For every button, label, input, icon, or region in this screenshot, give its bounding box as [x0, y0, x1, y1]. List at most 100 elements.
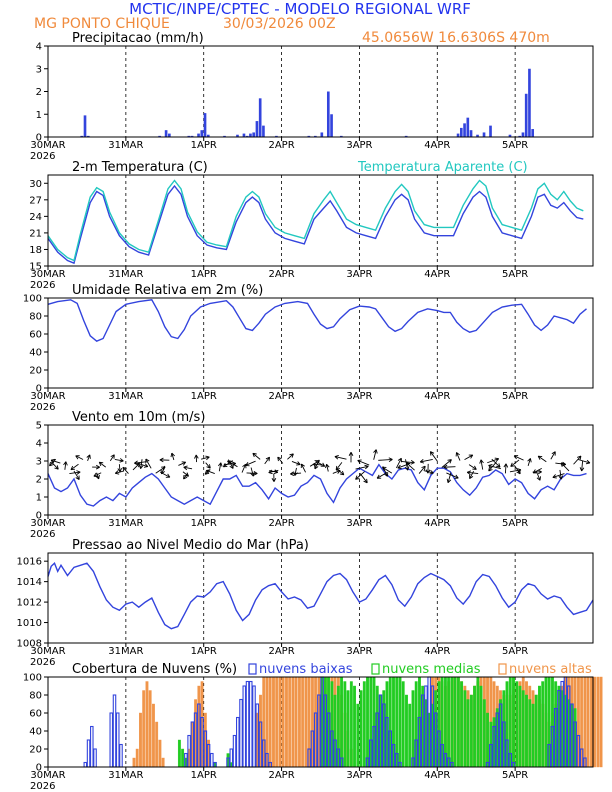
pressure-ytick-label: 1014 [17, 577, 42, 588]
wind-arrow [456, 452, 461, 461]
cloud-bar-nuvens-altas [278, 676, 282, 768]
wind-arrow [420, 458, 433, 463]
wind-arrow [161, 465, 166, 475]
wind-arrow-head [75, 455, 80, 460]
wind-arrow-head [93, 472, 98, 477]
wind-arrow [573, 455, 582, 465]
rh-ytick-label: 80 [29, 312, 42, 323]
wind-arrow [118, 464, 121, 472]
wind-arrow-head [421, 465, 426, 471]
rh-xtick-label: 5APR [502, 391, 528, 402]
wind-arrow [560, 462, 570, 472]
cloud-bar-nuvens-altas [593, 676, 597, 768]
precip-bar [164, 130, 168, 137]
wind-arrow [250, 467, 254, 477]
cloud-legend-swatch [371, 663, 380, 675]
wind-arrow-head [229, 464, 234, 469]
wind-arrow-head [170, 452, 175, 458]
wind-arrow [218, 462, 222, 472]
temp-line [47, 184, 584, 265]
clouds-frame [47, 676, 594, 768]
wind-arrow [581, 460, 584, 472]
wind-arrow-head [429, 451, 435, 456]
wind-arrow-head [364, 464, 369, 470]
wind-arrow [178, 461, 186, 466]
precip-bar [531, 129, 535, 137]
precip-bar [255, 121, 259, 137]
cloud-bar-nuvens-altas [304, 676, 308, 768]
cloud-bar-nuvens-medias [408, 703, 412, 768]
rh-ytick-label: 60 [29, 330, 42, 341]
wind-arrow-head [510, 462, 515, 467]
wind-arrow-head [513, 455, 519, 460]
precip-bar [203, 113, 207, 137]
wind-arrow-head [472, 465, 477, 470]
pressure-xtick-label: 31MAR [108, 646, 143, 657]
wind-arrows [49, 449, 591, 484]
pressure-line [47, 561, 594, 630]
wind-arrow [504, 463, 507, 474]
cloud-bar-nuvens-medias [359, 690, 363, 768]
cloud-bar-nuvens-altas [586, 676, 590, 768]
temp-line [47, 179, 584, 262]
cloud-bar-nuvens-baixas [210, 752, 214, 768]
wind-arrow-head [479, 459, 484, 464]
cloud-bar-nuvens-altas [158, 739, 162, 768]
wind-arrow-head [194, 454, 199, 459]
wind-arrow [171, 452, 175, 461]
clouds-xtick-label: 3APR [346, 770, 372, 781]
wind-year-label: 2026 [30, 529, 55, 540]
wind-arrow-head [50, 458, 56, 464]
precip-bar [476, 134, 479, 137]
wind-arrow-head [339, 470, 345, 476]
cloud-bar-nuvens-medias [473, 685, 477, 768]
wind-ytick-label: 2 [36, 475, 42, 486]
wind-arrow-head [469, 474, 474, 479]
wind-arrow-head [76, 470, 81, 475]
wind-arrow [378, 458, 393, 461]
temp-ytick-label: 18 [29, 245, 42, 256]
cloud-bar-nuvens-medias [456, 676, 460, 768]
cloud-bar-nuvens-baixas [236, 716, 240, 768]
precip-xtick-label: 1APR [191, 140, 217, 151]
precip-bar [320, 132, 324, 137]
temp-ytick-label: 21 [29, 228, 42, 239]
wind-arrow-head [325, 463, 330, 469]
cloud-bar-nuvens-medias [515, 681, 519, 768]
wind-arrow-head [289, 453, 294, 458]
wind-arrow-head [250, 472, 255, 477]
precip-bar [463, 123, 466, 137]
cloud-bar-nuvens-altas [272, 676, 275, 768]
wind-arrow-head [388, 457, 393, 462]
wind-arrow [246, 472, 258, 474]
cloud-bar-nuvens-medias [356, 703, 360, 768]
wind-arrow-head [95, 464, 100, 470]
wind-arrow-head [206, 464, 211, 469]
precip-bar [187, 135, 191, 137]
pressure-year-label: 2026 [30, 657, 55, 668]
wind-arrow [294, 467, 297, 476]
wind-arrow-head [429, 470, 434, 475]
wind-arrow-head [253, 471, 258, 476]
wind-arrow-head [466, 470, 472, 475]
wind-xtick-label: 1APR [191, 518, 217, 529]
wind-frame [47, 424, 594, 516]
temp-xtick-label: 4APR [424, 269, 450, 280]
pressure-xtick-label: 1APR [191, 646, 217, 657]
wind-arrow-head [138, 464, 144, 469]
wind-arrow [467, 471, 479, 474]
wind-arrow-head [335, 465, 340, 471]
temp-panel: 15 18 21 24 27 30 30MAR 31MAR 1APR 2APR 3APR 4APR 5A… [29, 160, 594, 291]
precip-bar [275, 135, 278, 137]
temp-xtick-label: 3APR [346, 269, 372, 280]
precip-bar [314, 135, 317, 137]
wind-ytick-label: 5 [36, 421, 42, 432]
wind-arrow [223, 460, 234, 468]
wind-arrow-head [532, 469, 538, 474]
wind-panel: 0 1 2 3 4 5 30MAR 31MAR 1APR 2APR 3APR 4APR 5APR 2026… [30, 410, 594, 540]
wind-arrow-head [49, 461, 54, 467]
precip-bar [326, 91, 330, 137]
clouds-xtick-label: 31MAR [108, 770, 143, 781]
cloud-bar-nuvens-altas [139, 712, 142, 768]
